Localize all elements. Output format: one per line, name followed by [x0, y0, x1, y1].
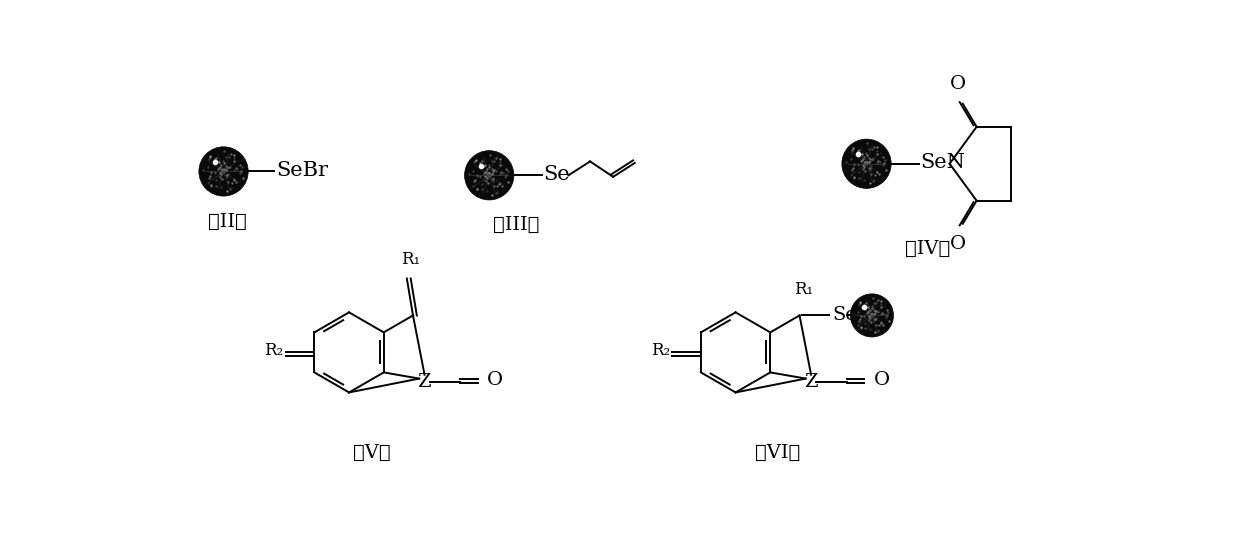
- Text: R₂: R₂: [264, 341, 284, 359]
- Text: Z: Z: [804, 373, 817, 391]
- Text: SeBr: SeBr: [277, 161, 327, 180]
- Circle shape: [198, 147, 248, 196]
- Circle shape: [842, 139, 892, 188]
- Text: （V）: （V）: [353, 444, 391, 461]
- Text: （IV）: （IV）: [905, 240, 951, 257]
- Text: R₁: R₁: [401, 251, 420, 267]
- Text: Se: Se: [832, 306, 857, 324]
- Text: （VI）: （VI）: [755, 444, 801, 461]
- Text: （II）: （II）: [208, 212, 247, 231]
- Text: （III）: （III）: [494, 216, 539, 234]
- Text: SeN: SeN: [920, 153, 965, 172]
- Circle shape: [851, 294, 894, 337]
- Text: R₁: R₁: [794, 281, 813, 299]
- Text: O: O: [950, 235, 966, 252]
- Text: O: O: [487, 371, 503, 389]
- Text: Z: Z: [417, 373, 430, 391]
- Text: Se: Se: [543, 165, 569, 184]
- Text: R₂: R₂: [651, 341, 670, 359]
- Circle shape: [465, 151, 513, 200]
- Text: O: O: [950, 75, 966, 93]
- Text: O: O: [873, 371, 889, 389]
